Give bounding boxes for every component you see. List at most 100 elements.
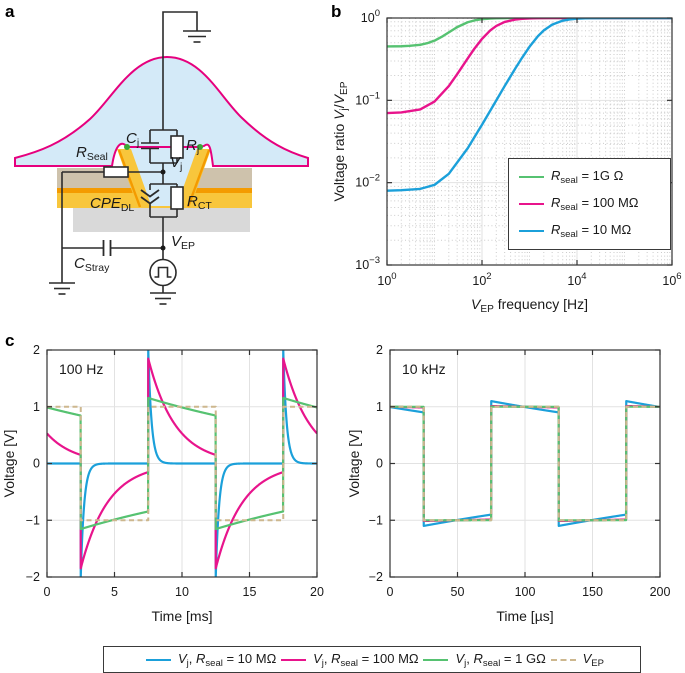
x-axis-label: VEP frequency [Hz] [471,296,588,315]
panel-c-left-chart: 0 5 10 15 20 −2 −1 0 1 2 100 Hz Time [ms] Voltage [V… [0,335,345,645]
gold-electrode-rims [117,149,211,208]
cpe-chevron1 [140,189,160,198]
gold-rim-left [117,149,152,208]
label-cpe: CPEDL [90,195,134,214]
legend-item: Vj, Rseal = 1 GΩ [423,650,546,669]
series-vep [390,405,660,522]
circuit-schematic: RSeal Cj Rj Vj CPEDL RCT CStray VEP [14,11,309,305]
legend-label: Rseal = 10 MΩ [551,222,632,240]
panel-b-legend: Rseal = 1G Ω Rseal = 100 MΩ Rseal = 10 MΩ [508,158,671,250]
svg-text:10: 10 [175,585,189,599]
y-axis-label: Voltage ratio Vj/VEP [331,81,350,201]
legend-swatch-icon [519,203,544,205]
orange-edge-left [117,149,142,208]
component-labels: RSeal Cj Rj Vj CPEDL RCT CStray VEP [74,130,212,274]
rj-resistor [170,135,184,159]
legend-swatch-icon [281,658,307,661]
legend-label: Vj, Rseal = 100 MΩ [313,650,419,669]
legend-item: Rseal = 1G Ω [519,168,660,186]
c2-plot: 0 50 100 150 200 −2 −1 0 1 2 10 kHz Time [µs] Voltag… [346,343,671,624]
svg-text:100: 100 [515,585,536,599]
freq-inset-label: 10 kHz [402,361,446,377]
label-cstray: CStray [74,255,110,274]
gold-rim-right [176,149,211,208]
svg-text:−2: −2 [369,570,383,584]
series-group [47,350,317,577]
vep-node [160,245,166,251]
axis-ticks [386,17,673,266]
svg-text:50: 50 [451,585,465,599]
rseal-resistor [103,166,129,178]
legend-label: Rseal = 100 MΩ [551,195,639,213]
freq-inset-label: 100 Hz [59,361,103,377]
label-cj: Cj [126,130,139,149]
major-grid [390,350,660,577]
cpe-chevron2 [140,196,160,205]
legend-swatch-icon [519,230,544,232]
c1-plot: 0 5 10 15 20 −2 −1 0 1 2 100 Hz Time [ms] Voltage [V… [1,343,324,624]
svg-text:150: 150 [582,585,603,599]
label-vj: Vj [170,154,182,173]
legend-label: Vj, Rseal = 1 GΩ [455,650,546,669]
svg-text:106: 106 [662,271,681,288]
pulse-glyph-icon [154,266,172,278]
svg-text:200: 200 [650,585,671,599]
legend-item: VEP [550,650,604,669]
label-rj: Rj [186,137,199,156]
svg-text:−1: −1 [369,513,383,527]
svg-text:104: 104 [567,271,586,288]
svg-text:0: 0 [376,457,383,471]
pulse-source [149,258,177,287]
x-axis-label: Time [µs] [496,608,553,624]
svg-text:102: 102 [472,271,491,288]
legend-label: VEP [582,650,604,669]
wire-top-ground [162,11,198,130]
svg-text:0: 0 [387,585,394,599]
x-axis-label: Time [ms] [152,608,213,624]
svg-text:1: 1 [376,400,383,414]
label-rct: RCT [187,193,212,212]
tick-labels: 0 50 100 150 200 −2 −1 0 1 2 [369,343,671,599]
legend-item: Rseal = 100 MΩ [519,195,660,213]
axis-ticks [46,349,318,578]
svg-text:10−3: 10−3 [355,255,380,272]
svg-text:−1: −1 [26,513,40,527]
orange-edge-right [186,149,211,208]
legend-item: Vj, Rseal = 10 MΩ [146,651,276,669]
series-vep [47,405,317,522]
label-vep: VEP [171,233,195,252]
svg-text:1: 1 [33,400,40,414]
label-rseal: RSeal [76,144,108,163]
y-axis-label: Voltage [V] [1,430,17,498]
panel-b-chart: Rseal = 1G Ω Rseal = 100 MΩ Rseal = 10 MΩ … [330,0,685,335]
svg-text:5: 5 [111,585,118,599]
plot-box [386,17,673,266]
svg-text:0: 0 [44,585,51,599]
membrane-anchor-left [124,144,130,150]
circuit-wires [49,11,211,305]
svg-text:20: 20 [310,585,324,599]
legend-label: Vj, Rseal = 10 MΩ [178,650,277,669]
svg-text:10−1: 10−1 [355,90,380,107]
svg-text:2: 2 [376,343,383,357]
legend-item: Vj, Rseal = 100 MΩ [281,651,419,669]
svg-text:15: 15 [243,585,257,599]
membrane-anchor-right [197,144,203,150]
tick-labels: 0 5 10 15 20 −2 −1 0 1 2 [26,343,324,599]
block2-wires [149,174,178,246]
svg-text:100: 100 [361,8,380,25]
legend-label: Rseal = 1G Ω [551,168,624,186]
svg-text:−2: −2 [26,570,40,584]
panel-a-schematic: RSeal Cj Rj Vj CPEDL RCT CStray VEP [0,0,330,335]
glass-substrate [73,208,250,232]
y-axis-label: Voltage [V] [346,430,362,498]
bottom-legend: Vj, Rseal = 10 MΩ Vj, Rseal = 100 MΩ Vj, R… [103,646,641,673]
series-vj-100m [47,357,317,570]
svg-text:2: 2 [33,343,40,357]
panel-c-right-chart: 0 50 100 150 200 −2 −1 0 1 2 10 kHz Time [µs] Voltag… [345,335,685,645]
legend-swatch-icon [550,658,576,661]
panel-c-letter: c [5,331,15,350]
tick-labels: 100 102 104 106 100 10−1 10−2 10−3 [355,8,681,288]
legend-item: Rseal = 10 MΩ [519,222,660,240]
